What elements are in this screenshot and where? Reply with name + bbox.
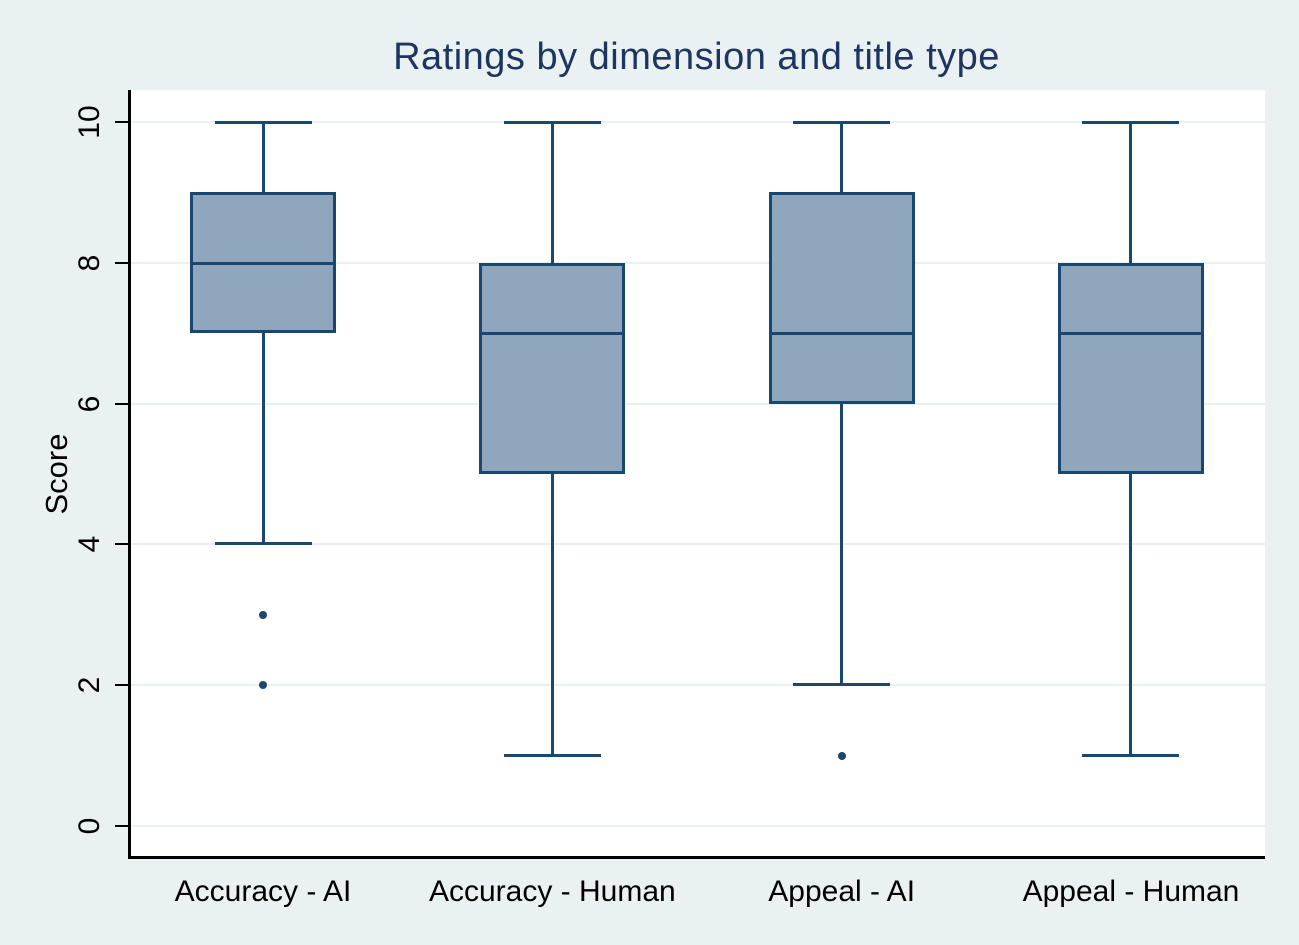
y-axis-tick	[115, 825, 128, 827]
gridline	[131, 684, 1265, 687]
median-line	[190, 261, 336, 265]
whisker-cap-bottom	[503, 753, 601, 757]
median-line	[768, 332, 915, 336]
x-category-label: Appeal - AI	[768, 875, 916, 908]
x-category-label: Accuracy - AI	[174, 875, 352, 908]
plot-area	[128, 90, 1265, 859]
gridline	[131, 825, 1265, 827]
whisker-cap-top	[1082, 121, 1180, 124]
x-category-label: Appeal - Human	[1022, 875, 1240, 908]
chart-title: Ratings by dimension and title type	[393, 36, 1000, 78]
median-line	[479, 332, 626, 336]
gridline	[131, 261, 1265, 264]
y-axis-tick	[115, 261, 128, 264]
y-tick-label: 4	[73, 536, 106, 553]
iqr-box	[768, 192, 915, 404]
y-tick-label: 0	[73, 817, 106, 835]
outlier-dot	[259, 610, 267, 619]
y-axis-tick	[115, 543, 128, 546]
x-category-label: Accuracy - Human	[428, 875, 676, 908]
gridline	[131, 543, 1265, 546]
whisker-line	[261, 122, 265, 545]
whisker-line	[840, 122, 844, 686]
y-axis-tick	[115, 402, 128, 405]
y-tick-label: 2	[73, 676, 106, 694]
outlier-dot	[837, 751, 846, 760]
median-line	[1057, 332, 1204, 336]
whisker-cap-top	[214, 121, 312, 124]
whisker-cap-top	[793, 121, 891, 124]
gridline	[131, 402, 1265, 405]
whisker-cap-bottom	[214, 542, 312, 546]
y-axis-tick	[115, 684, 128, 687]
y-tick-label: 6	[73, 395, 106, 412]
whisker-cap-bottom	[1082, 753, 1180, 757]
y-axis-tick	[115, 121, 128, 123]
y-axis-title: Score	[39, 433, 74, 515]
whisker-cap-top	[503, 121, 601, 124]
y-tick-label: 10	[73, 105, 106, 139]
iqr-box	[1057, 262, 1204, 474]
iqr-box	[479, 262, 626, 474]
whisker-cap-bottom	[793, 683, 891, 687]
gridline	[131, 121, 1265, 123]
outlier-dot	[259, 681, 267, 690]
y-tick-label: 8	[73, 254, 106, 272]
